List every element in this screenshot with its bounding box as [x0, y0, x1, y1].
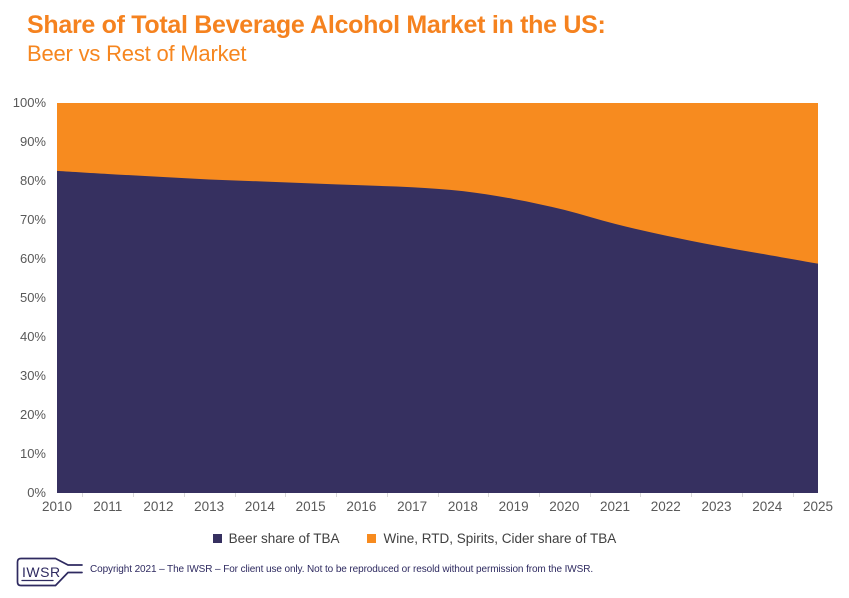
x-axis-tick	[538, 493, 540, 497]
y-axis-label: 80%	[19, 173, 46, 188]
x-axis-tick	[792, 493, 794, 497]
x-axis-label: 2014	[244, 499, 275, 514]
x-axis-label: 2020	[549, 499, 580, 514]
y-axis-label: 20%	[19, 407, 46, 422]
x-axis-label: 2015	[295, 499, 326, 514]
x-axis-tick	[234, 493, 236, 497]
x-axis-label: 2012	[143, 499, 174, 514]
legend-item: Wine, RTD, Spirits, Cider share of TBA	[367, 531, 616, 546]
chart-title: Share of Total Beverage Alcohol Market i…	[27, 11, 606, 39]
x-axis-label: 2019	[498, 499, 529, 514]
legend-label: Beer share of TBA	[228, 531, 340, 546]
x-axis-tick	[133, 493, 135, 497]
legend-marker-icon	[367, 534, 377, 543]
x-axis-tick	[589, 493, 591, 497]
beer-share-area	[57, 170, 818, 493]
x-axis-label: 2017	[397, 499, 428, 514]
legend-label: Wine, RTD, Spirits, Cider share of TBA	[383, 531, 617, 546]
chart-legend: Beer share of TBA Wine, RTD, Spirits, Cid…	[0, 531, 829, 546]
legend-item: Beer share of TBA	[212, 531, 340, 546]
x-axis-tick	[691, 493, 693, 497]
y-axis-label: 30%	[19, 368, 46, 383]
plot-area	[57, 103, 818, 493]
y-axis-label: 50%	[19, 290, 46, 305]
y-axis-label: 40%	[19, 329, 46, 344]
iwsr-logo-outline	[16, 557, 83, 587]
x-axis-label: 2013	[194, 499, 225, 514]
y-axis-label: 90%	[19, 134, 46, 149]
x-axis-label: 2018	[447, 499, 478, 514]
x-axis-label: 2023	[701, 499, 732, 514]
copyright-text: Copyright 2021 – The IWSR – For client u…	[90, 564, 594, 575]
x-axis-tick	[285, 493, 287, 497]
x-axis-label: 2010	[41, 499, 73, 514]
chart-subtitle: Beer vs Rest of Market	[27, 41, 247, 66]
x-axis-tick	[82, 493, 84, 497]
x-axis-tick	[488, 493, 490, 497]
x-axis-tick	[183, 493, 185, 497]
x-axis-label: 2011	[93, 499, 123, 514]
y-axis-label: 60%	[19, 251, 46, 266]
y-axis-label: 10%	[19, 446, 46, 461]
x-axis-tick	[336, 493, 338, 497]
x-axis-tick	[386, 493, 388, 497]
x-axis-label: 2022	[650, 499, 681, 514]
x-axis-label: 2025	[802, 499, 834, 514]
x-axis-tick	[640, 493, 642, 497]
x-axis-tick	[741, 493, 743, 497]
iwsr-logo: IWSR	[16, 557, 83, 587]
x-axis-label: 2016	[346, 499, 377, 514]
x-axis-tick	[437, 493, 439, 497]
y-axis-label: 0%	[27, 485, 46, 500]
x-axis-label: 2021	[600, 499, 631, 514]
x-axis-label: 2024	[752, 499, 783, 514]
legend-marker-icon	[212, 534, 222, 543]
y-axis-label: 100%	[12, 95, 46, 110]
y-axis-label: 70%	[19, 212, 46, 227]
iwsr-logo-text: IWSR	[22, 564, 61, 580]
